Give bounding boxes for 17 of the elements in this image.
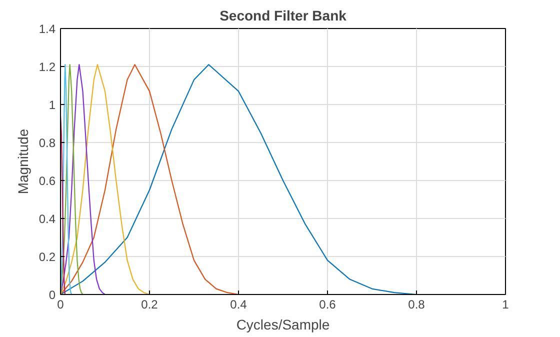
chart-title: Second Filter Bank (220, 8, 347, 24)
y-tick-label: 0.2 (38, 250, 56, 264)
x-tick-label: 0.6 (319, 298, 336, 312)
y-tick-label: 0.8 (38, 136, 56, 150)
y-tick-label: 0 (48, 288, 56, 302)
y-tick-label: 1.4 (38, 22, 56, 36)
x-tick-label: 1 (502, 298, 510, 312)
x-tick-label: 0.8 (408, 298, 426, 312)
y-tick-label: 0.6 (38, 174, 56, 188)
x-tick-label: 0.4 (230, 298, 248, 312)
y-tick-label: 1.2 (38, 60, 56, 74)
y-tick-label: 1 (48, 98, 56, 112)
x-tick-label: 0 (57, 298, 64, 312)
y-axis-title: Magnitude (14, 128, 31, 194)
x-axis-title: Cycles/Sample (236, 316, 330, 332)
y-tick-label: 0.4 (38, 212, 56, 226)
x-tick-label: 0.2 (141, 298, 158, 312)
